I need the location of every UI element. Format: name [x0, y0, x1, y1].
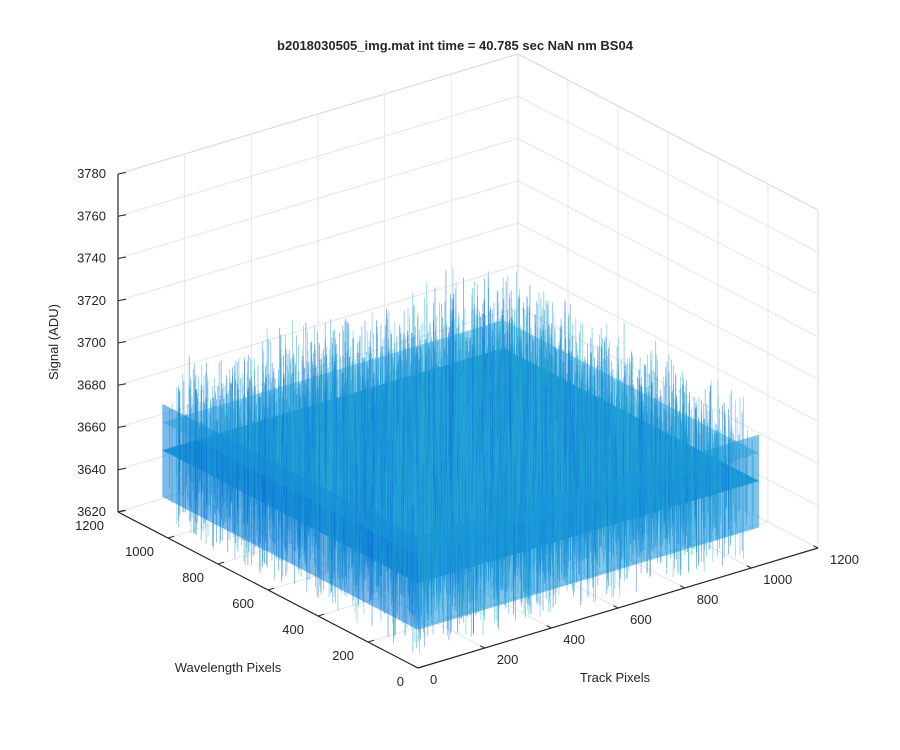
x-tick-label: 200: [497, 652, 519, 667]
grid-line: [117, 222, 519, 344]
y-tick: [367, 639, 375, 643]
x-tick: [746, 565, 752, 569]
z-tick: [117, 298, 127, 302]
x-tick: [679, 585, 685, 589]
x-tick-label: 1200: [830, 552, 859, 567]
surface-front-face: [418, 434, 760, 630]
grid-line: [117, 95, 519, 217]
tick-labels: 0 200 400 600 800 1000 1200 0 200 400 600 800 1000 12…: [75, 166, 859, 689]
x-tick-label: 1000: [763, 572, 792, 587]
surface-plot: [162, 267, 760, 654]
surface-edges: [162, 320, 760, 630]
y-tick: [417, 665, 425, 669]
y-tick-label: 1000: [125, 544, 154, 559]
box-edge: [117, 53, 519, 175]
z-tick-label: 3740: [77, 251, 106, 266]
z-tick-label: 3640: [77, 462, 106, 477]
x-tick: [813, 545, 819, 549]
grid-line: [517, 95, 819, 253]
z-tick-label: 3700: [77, 335, 106, 350]
chart-title: b2018030505_img.mat int time = 40.785 se…: [277, 38, 634, 53]
y-axis-label: Wavelength Pixels: [175, 660, 282, 675]
y-tick-label: 600: [232, 596, 254, 611]
z-tick: [117, 510, 127, 513]
x-tick: [613, 605, 619, 609]
z-axis-label: Signal (ADU): [46, 304, 61, 380]
grid-line: [517, 222, 819, 380]
grid-line: [517, 264, 819, 422]
z-tick-label: 3760: [77, 208, 106, 223]
x-tick-label: 600: [630, 612, 652, 627]
y-tick-label: 1200: [75, 518, 104, 533]
x-tick-label: 400: [563, 632, 585, 647]
grid-line: [117, 264, 519, 386]
grid-line: [117, 180, 519, 302]
surface-top-sheen: [162, 320, 760, 556]
x-tick: [546, 625, 552, 629]
grid-line: [517, 138, 819, 295]
y-tick-label: 400: [282, 622, 304, 637]
surface-side-face: [162, 403, 419, 630]
z-tick-label: 3780: [77, 166, 106, 181]
y-tick-label: 200: [332, 648, 354, 663]
z-tick: [117, 425, 127, 428]
z-tick: [117, 172, 127, 175]
y-tick-label: 800: [182, 570, 204, 585]
grid-line: [517, 180, 819, 338]
z-tick: [117, 341, 127, 344]
z-tick-label: 3720: [77, 293, 106, 308]
y-tick: [317, 613, 325, 617]
x-tick-label: 800: [697, 592, 719, 607]
x-tick: [479, 645, 485, 649]
z-tick-label: 3680: [77, 377, 106, 392]
z-tick-label: 3660: [77, 420, 106, 435]
z-tick: [117, 383, 127, 386]
grid-line: [117, 138, 519, 259]
y-tick-label: 0: [397, 674, 404, 689]
x-tick-label: 0: [430, 672, 437, 687]
z-tick: [117, 214, 127, 217]
y-tick: [267, 587, 275, 591]
x-axis-label: Track Pixels: [580, 670, 651, 685]
x-tick: [413, 665, 419, 669]
z-tick-label: 3620: [77, 504, 106, 519]
box-edge: [517, 53, 819, 211]
z-tick: [117, 256, 127, 259]
z-tick: [117, 467, 127, 471]
y-tick: [217, 561, 225, 565]
y-tick: [167, 535, 175, 539]
